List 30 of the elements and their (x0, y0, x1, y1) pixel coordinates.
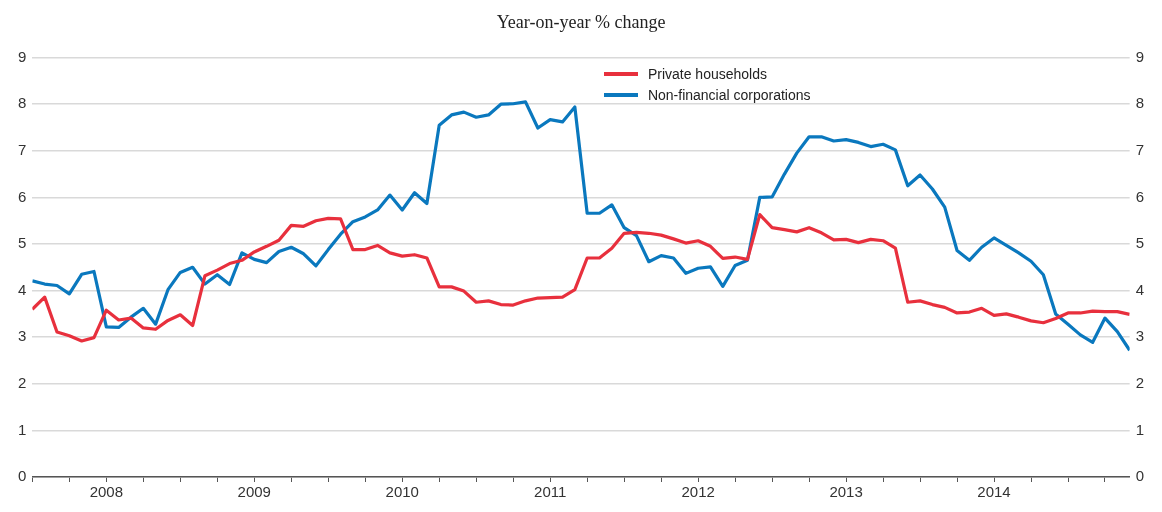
y2-tick-label: 2 (1135, 373, 1144, 391)
y-tick-label: 3 (18, 327, 27, 345)
x-tick-label: 2012 (681, 483, 715, 501)
chart-title: Year-on-year % change (496, 11, 666, 32)
y-tick-label: 6 (18, 187, 27, 205)
y2-tick-label: 4 (1135, 280, 1144, 298)
y-tick-label: 8 (18, 94, 27, 112)
y-tick-label: 7 (18, 140, 27, 158)
x-tick-label: 2009 (237, 483, 271, 501)
y2-tick-label: 5 (1135, 234, 1144, 252)
y-tick-label: 4 (18, 280, 27, 298)
y2-tick-label: 3 (1135, 327, 1144, 345)
y-tick-label: 9 (18, 47, 27, 65)
y-tick-label: 2 (18, 373, 27, 391)
y2-tick-label: 6 (1135, 187, 1144, 205)
y-tick-label: 1 (18, 420, 27, 438)
y2-tick-label: 0 (1135, 467, 1144, 485)
y2-tick-label: 8 (1135, 94, 1144, 112)
y2-tick-label: 9 (1135, 47, 1144, 65)
x-tick-label: 2011 (534, 483, 567, 501)
y-tick-label: 0 (18, 467, 27, 485)
x-tick-label: 2008 (89, 483, 124, 501)
x-tick-label: 2014 (977, 483, 1011, 501)
y-tick-label: 5 (18, 234, 27, 252)
y2-tick-label: 1 (1135, 420, 1144, 438)
x-tick-label: 2013 (829, 483, 863, 501)
y2-tick-label: 7 (1135, 140, 1144, 158)
legend-label: Private households (647, 66, 767, 82)
x-tick-label: 2010 (385, 483, 419, 501)
legend-label: Non-financial corporations (647, 87, 811, 103)
